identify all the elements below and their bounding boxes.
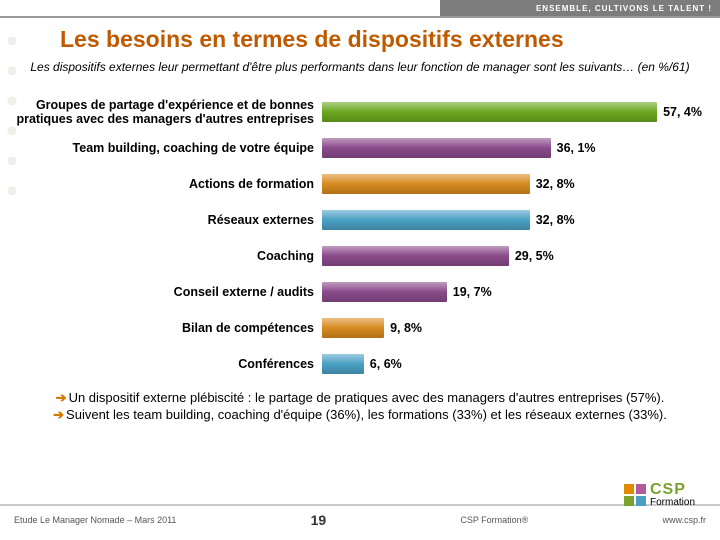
chart-row-label: Bilan de compétences [12,321,322,335]
chart-row-value: 57, 4% [657,105,702,119]
brand-tagline: ENSEMBLE, CULTIVONS LE TALENT ! [536,4,712,13]
chart-row-label: Actions de formation [12,177,322,191]
page-title: Les besoins en termes de dispositifs ext… [60,26,700,53]
chart-row-value: 32, 8% [530,213,575,227]
brand-logo-main: CSP [650,482,695,498]
takeaway-text: Suivent les team building, coaching d'éq… [66,407,667,422]
page-number: 19 [311,512,327,528]
brand-logo-square [624,484,634,494]
chart-row-label: Groupes de partage d'expérience et de bo… [12,98,322,127]
chart-row-value: 36, 1% [551,141,596,155]
chart-row-value: 32, 8% [530,177,575,191]
chart-row: Bilan de compétences 9, 8% [12,310,702,346]
header-rule [0,16,720,18]
chart-row-barwrap: 6, 6% [322,354,702,374]
takeaway-line: ➔Un dispositif externe plébiscité : le p… [22,390,698,407]
footer-right: www.csp.fr [662,515,706,525]
brand-logo-square [636,484,646,494]
chart-bar [322,210,530,230]
chart-row: Conférences 6, 6% [12,346,702,382]
chart-bar [322,318,384,338]
chart-row-label: Coaching [12,249,322,263]
chart-row-value: 19, 7% [447,285,492,299]
chart-row-label: Conférences [12,357,322,371]
arrow-icon: ➔ [53,407,66,422]
chart-bar [322,282,447,302]
chart-bar [322,102,657,122]
chart-row-barwrap: 57, 4% [322,102,702,122]
chart-row-value: 6, 6% [364,357,402,371]
chart-row-barwrap: 9, 8% [322,318,702,338]
chart-row-label: Conseil externe / audits [12,285,322,299]
chart-row-barwrap: 29, 5% [322,246,702,266]
footer: Etude Le Manager Nomade – Mars 2011 19 C… [0,500,720,534]
takeaway-line: ➔Suivent les team building, coaching d'é… [22,407,698,424]
chart-row: Réseaux externes 32, 8% [12,202,702,238]
chart-row-barwrap: 32, 8% [322,174,702,194]
chart-row: Coaching 29, 5% [12,238,702,274]
page-subtitle: Les dispositifs externes leur permettant… [20,60,700,74]
chart-row-value: 29, 5% [509,249,554,263]
chart-row: Groupes de partage d'expérience et de bo… [12,94,702,130]
chart-row: Actions de formation 32, 8% [12,166,702,202]
brand-tagline-band: ENSEMBLE, CULTIVONS LE TALENT ! [440,0,720,16]
footer-center: CSP Formation® [460,515,528,525]
chart-row-barwrap: 32, 8% [322,210,702,230]
chart-row-label: Réseaux externes [12,213,322,227]
takeaways-block: ➔Un dispositif externe plébiscité : le p… [22,390,698,424]
chart-row: Conseil externe / audits 19, 7% [12,274,702,310]
chart-bar [322,246,509,266]
arrow-icon: ➔ [56,390,69,405]
chart-bar [322,354,364,374]
chart-row-barwrap: 36, 1% [322,138,702,158]
footer-left: Etude Le Manager Nomade – Mars 2011 [14,515,176,525]
takeaway-text: Un dispositif externe plébiscité : le pa… [69,390,665,405]
chart-row-value: 9, 8% [384,321,422,335]
needs-bar-chart: Groupes de partage d'expérience et de bo… [12,94,702,384]
chart-row-label: Team building, coaching de votre équipe [12,141,322,155]
chart-row: Team building, coaching de votre équipe 3… [12,130,702,166]
chart-bar [322,138,551,158]
chart-row-barwrap: 19, 7% [322,282,702,302]
chart-bar [322,174,530,194]
